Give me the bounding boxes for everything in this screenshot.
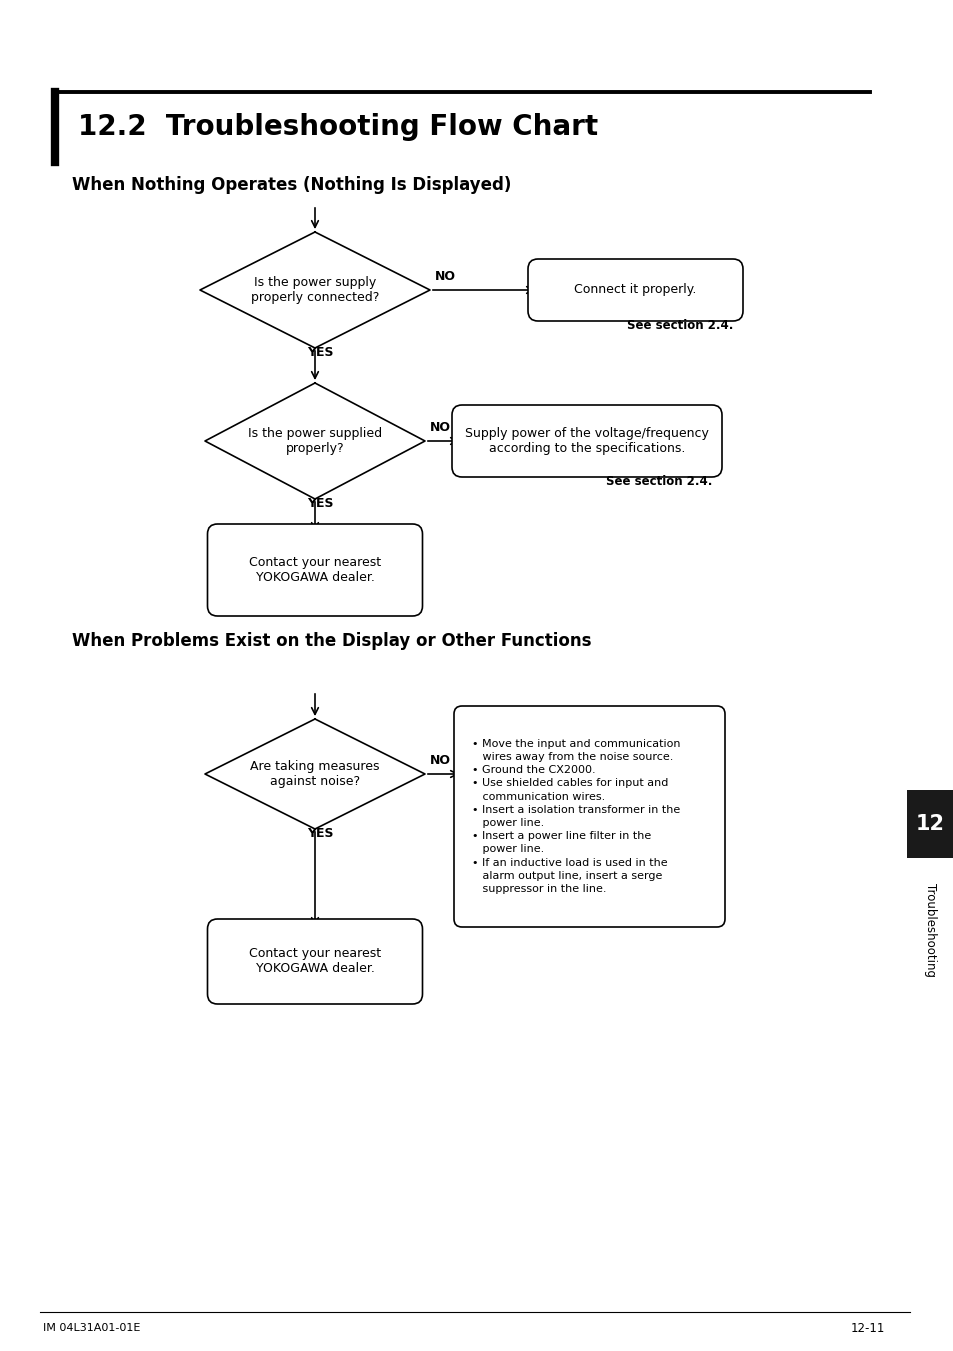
Text: Supply power of the voltage/frequency
according to the specifications.: Supply power of the voltage/frequency ac… (464, 427, 708, 455)
Text: YES: YES (307, 827, 334, 840)
Text: 12: 12 (915, 815, 944, 834)
Text: YES: YES (307, 346, 334, 359)
FancyBboxPatch shape (906, 790, 953, 858)
FancyBboxPatch shape (454, 707, 724, 927)
Text: NO: NO (430, 754, 451, 767)
Text: Is the power supply
properly connected?: Is the power supply properly connected? (251, 276, 378, 304)
Text: When Nothing Operates (Nothing Is Displayed): When Nothing Operates (Nothing Is Displa… (71, 176, 511, 195)
Text: YES: YES (307, 497, 334, 509)
Text: When Problems Exist on the Display or Other Functions: When Problems Exist on the Display or Ot… (71, 632, 591, 650)
FancyBboxPatch shape (452, 405, 721, 477)
FancyBboxPatch shape (208, 524, 422, 616)
Text: 12.2  Troubleshooting Flow Chart: 12.2 Troubleshooting Flow Chart (78, 113, 598, 141)
Text: • Move the input and communication
   wires away from the noise source.
• Ground: • Move the input and communication wires… (472, 739, 679, 894)
Text: IM 04L31A01-01E: IM 04L31A01-01E (43, 1323, 140, 1333)
Text: Contact your nearest
YOKOGAWA dealer.: Contact your nearest YOKOGAWA dealer. (249, 947, 380, 975)
Text: Are taking measures
against noise?: Are taking measures against noise? (250, 761, 379, 788)
Text: 12-11: 12-11 (850, 1321, 884, 1335)
Text: NO: NO (435, 270, 456, 282)
FancyBboxPatch shape (527, 259, 742, 322)
Text: Troubleshooting: Troubleshooting (923, 884, 936, 977)
Text: See section 2.4.: See section 2.4. (605, 476, 711, 488)
Text: Is the power supplied
properly?: Is the power supplied properly? (248, 427, 381, 455)
Text: Contact your nearest
YOKOGAWA dealer.: Contact your nearest YOKOGAWA dealer. (249, 557, 380, 584)
Text: NO: NO (430, 422, 451, 434)
FancyBboxPatch shape (208, 919, 422, 1004)
Text: Connect it properly.: Connect it properly. (574, 284, 696, 296)
Text: See section 2.4.: See section 2.4. (626, 319, 732, 332)
